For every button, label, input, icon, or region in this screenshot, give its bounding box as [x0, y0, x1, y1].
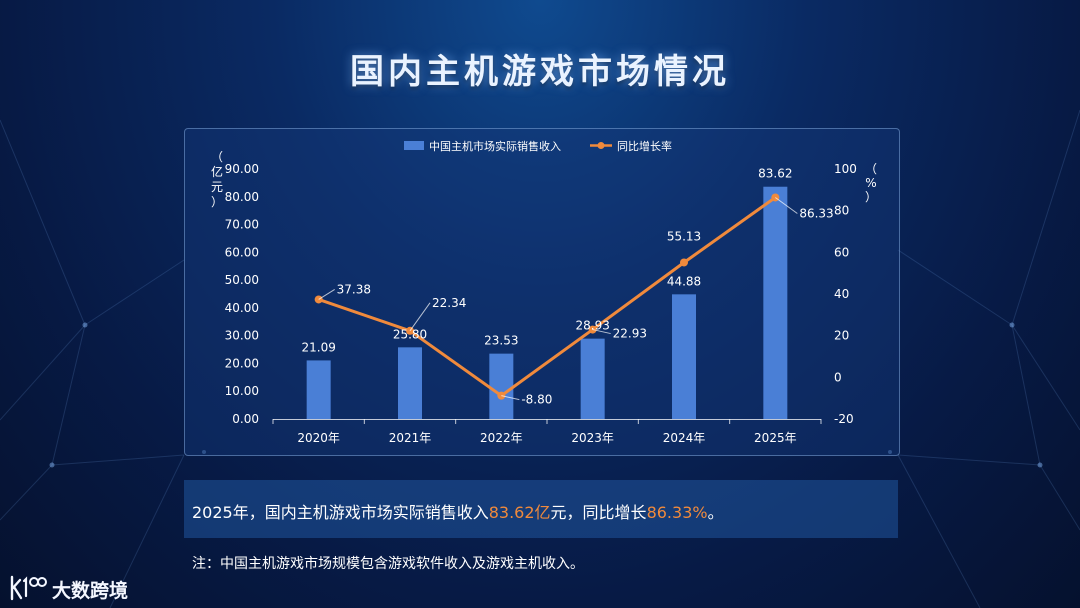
- legend-line-label: 同比增长率: [617, 139, 672, 153]
- bar: [763, 186, 788, 419]
- x-tick-label: 2021年: [389, 431, 432, 445]
- y-right-axis-label-char: %: [865, 176, 876, 190]
- bar: [306, 360, 331, 419]
- x-tick-label: 2022年: [480, 431, 523, 445]
- bar: [398, 347, 422, 419]
- y-left-axis-label-char: 亿: [211, 164, 223, 179]
- y-left-tick-label: 70.00: [225, 218, 259, 232]
- combo-chart: 中国主机市场实际销售收入 同比增长率（亿元）（%）0.0010.0020.0030…: [211, 139, 877, 445]
- bar: [672, 294, 696, 419]
- x-tick-label: 2025年: [754, 431, 797, 445]
- x-tick-label: 2024年: [663, 431, 706, 445]
- bar: [489, 353, 514, 419]
- growth-label-leader: [501, 395, 520, 401]
- growth-label-leader: [775, 197, 798, 214]
- bar-data-label: 83.62: [758, 167, 792, 181]
- legend-line-marker: [597, 142, 605, 149]
- y-left-axis-label-char: ）: [211, 195, 223, 209]
- y-left-tick-label: 90.00: [225, 162, 259, 176]
- growth-data-label: 22.34: [432, 296, 466, 310]
- y-left-tick-label: 0.00: [232, 412, 259, 426]
- growth-data-label: 55.13: [667, 229, 701, 243]
- growth-point: [680, 258, 688, 267]
- y-left-tick-label: 60.00: [225, 245, 259, 259]
- k100-logo-icon: [10, 575, 47, 601]
- y-right-tick-label: 100: [834, 162, 857, 176]
- logo-text: 大数跨境: [52, 580, 129, 602]
- growth-data-label: 37.38: [337, 282, 371, 296]
- y-right-tick-label: 40: [834, 287, 849, 301]
- bar-data-label: 25.80: [393, 327, 427, 341]
- bar: [580, 338, 605, 419]
- chart-panel: 中国主机市场实际销售收入 同比增长率（亿元）（%） 0.00 10.00 20.00 30…: [184, 128, 900, 456]
- y-left-axis-label-char: （: [211, 150, 223, 164]
- y-left-tick-label: 10.00: [225, 384, 259, 398]
- bar-data-label: 44.88: [667, 274, 701, 288]
- bar-data-label: 28.93: [575, 319, 609, 333]
- y-right-axis-label-char: ）: [865, 190, 877, 204]
- growth-point: [588, 325, 597, 334]
- bar-data-label: 23.53: [484, 334, 518, 348]
- legend-bar-swatch: [404, 141, 424, 150]
- y-right-tick-label: -20: [834, 412, 854, 426]
- growth-data-label: 22.93: [613, 327, 647, 341]
- summary-before: 2025年，国内主机游戏市场实际销售收入: [192, 503, 489, 522]
- legend-bar-label: 中国主机市场实际销售收入: [429, 139, 561, 153]
- y-right-tick-label: 20: [834, 329, 849, 343]
- growth-line: [318, 196, 777, 398]
- summary-revenue: 83.62亿: [488, 503, 551, 522]
- y-right-axis-label-char: （: [865, 162, 877, 176]
- y-left-tick-label: 50.00: [225, 273, 259, 287]
- page-title: 国内主机游戏市场情况: [350, 52, 730, 92]
- x-tick-label: 2023年: [571, 431, 614, 445]
- y-left-tick-label: 40.00: [225, 301, 259, 315]
- growth-label-leader: [409, 302, 431, 332]
- y-left-axis-label-char: 元: [211, 180, 223, 194]
- summary-middle: 元，同比增长: [550, 503, 647, 522]
- summary-bar: 2025年，国内主机游戏市场实际销售收入83.62亿元，同比增长86.33%。: [184, 480, 898, 538]
- summary-growth: 86.33%: [646, 503, 708, 522]
- y-left-tick-label: 20.00: [225, 356, 259, 370]
- summary-after: 。: [707, 503, 724, 522]
- y-left-tick-label: 30.00: [225, 329, 259, 343]
- growth-point: [771, 193, 780, 202]
- bar-data-label: 21.09: [301, 340, 335, 354]
- growth-data-label: 86.33: [799, 206, 833, 220]
- growth-data-label: -8.80: [521, 393, 552, 407]
- y-right-tick-label: 80: [834, 204, 849, 218]
- growth-label-leader: [318, 289, 335, 300]
- summary-text: 2025年，国内主机游戏市场实际销售收入83.62亿元，同比增长86.33%。: [192, 499, 724, 523]
- y-right-tick-label: 60: [834, 245, 849, 259]
- growth-label-leader: [592, 329, 611, 335]
- x-tick-label: 2020年: [297, 431, 340, 445]
- y-right-tick-label: 0: [834, 370, 842, 384]
- y-left-tick-label: 80.00: [225, 190, 259, 204]
- footnote: 注：中国主机游戏市场规模包含游戏软件收入及游戏主机收入。: [192, 556, 584, 572]
